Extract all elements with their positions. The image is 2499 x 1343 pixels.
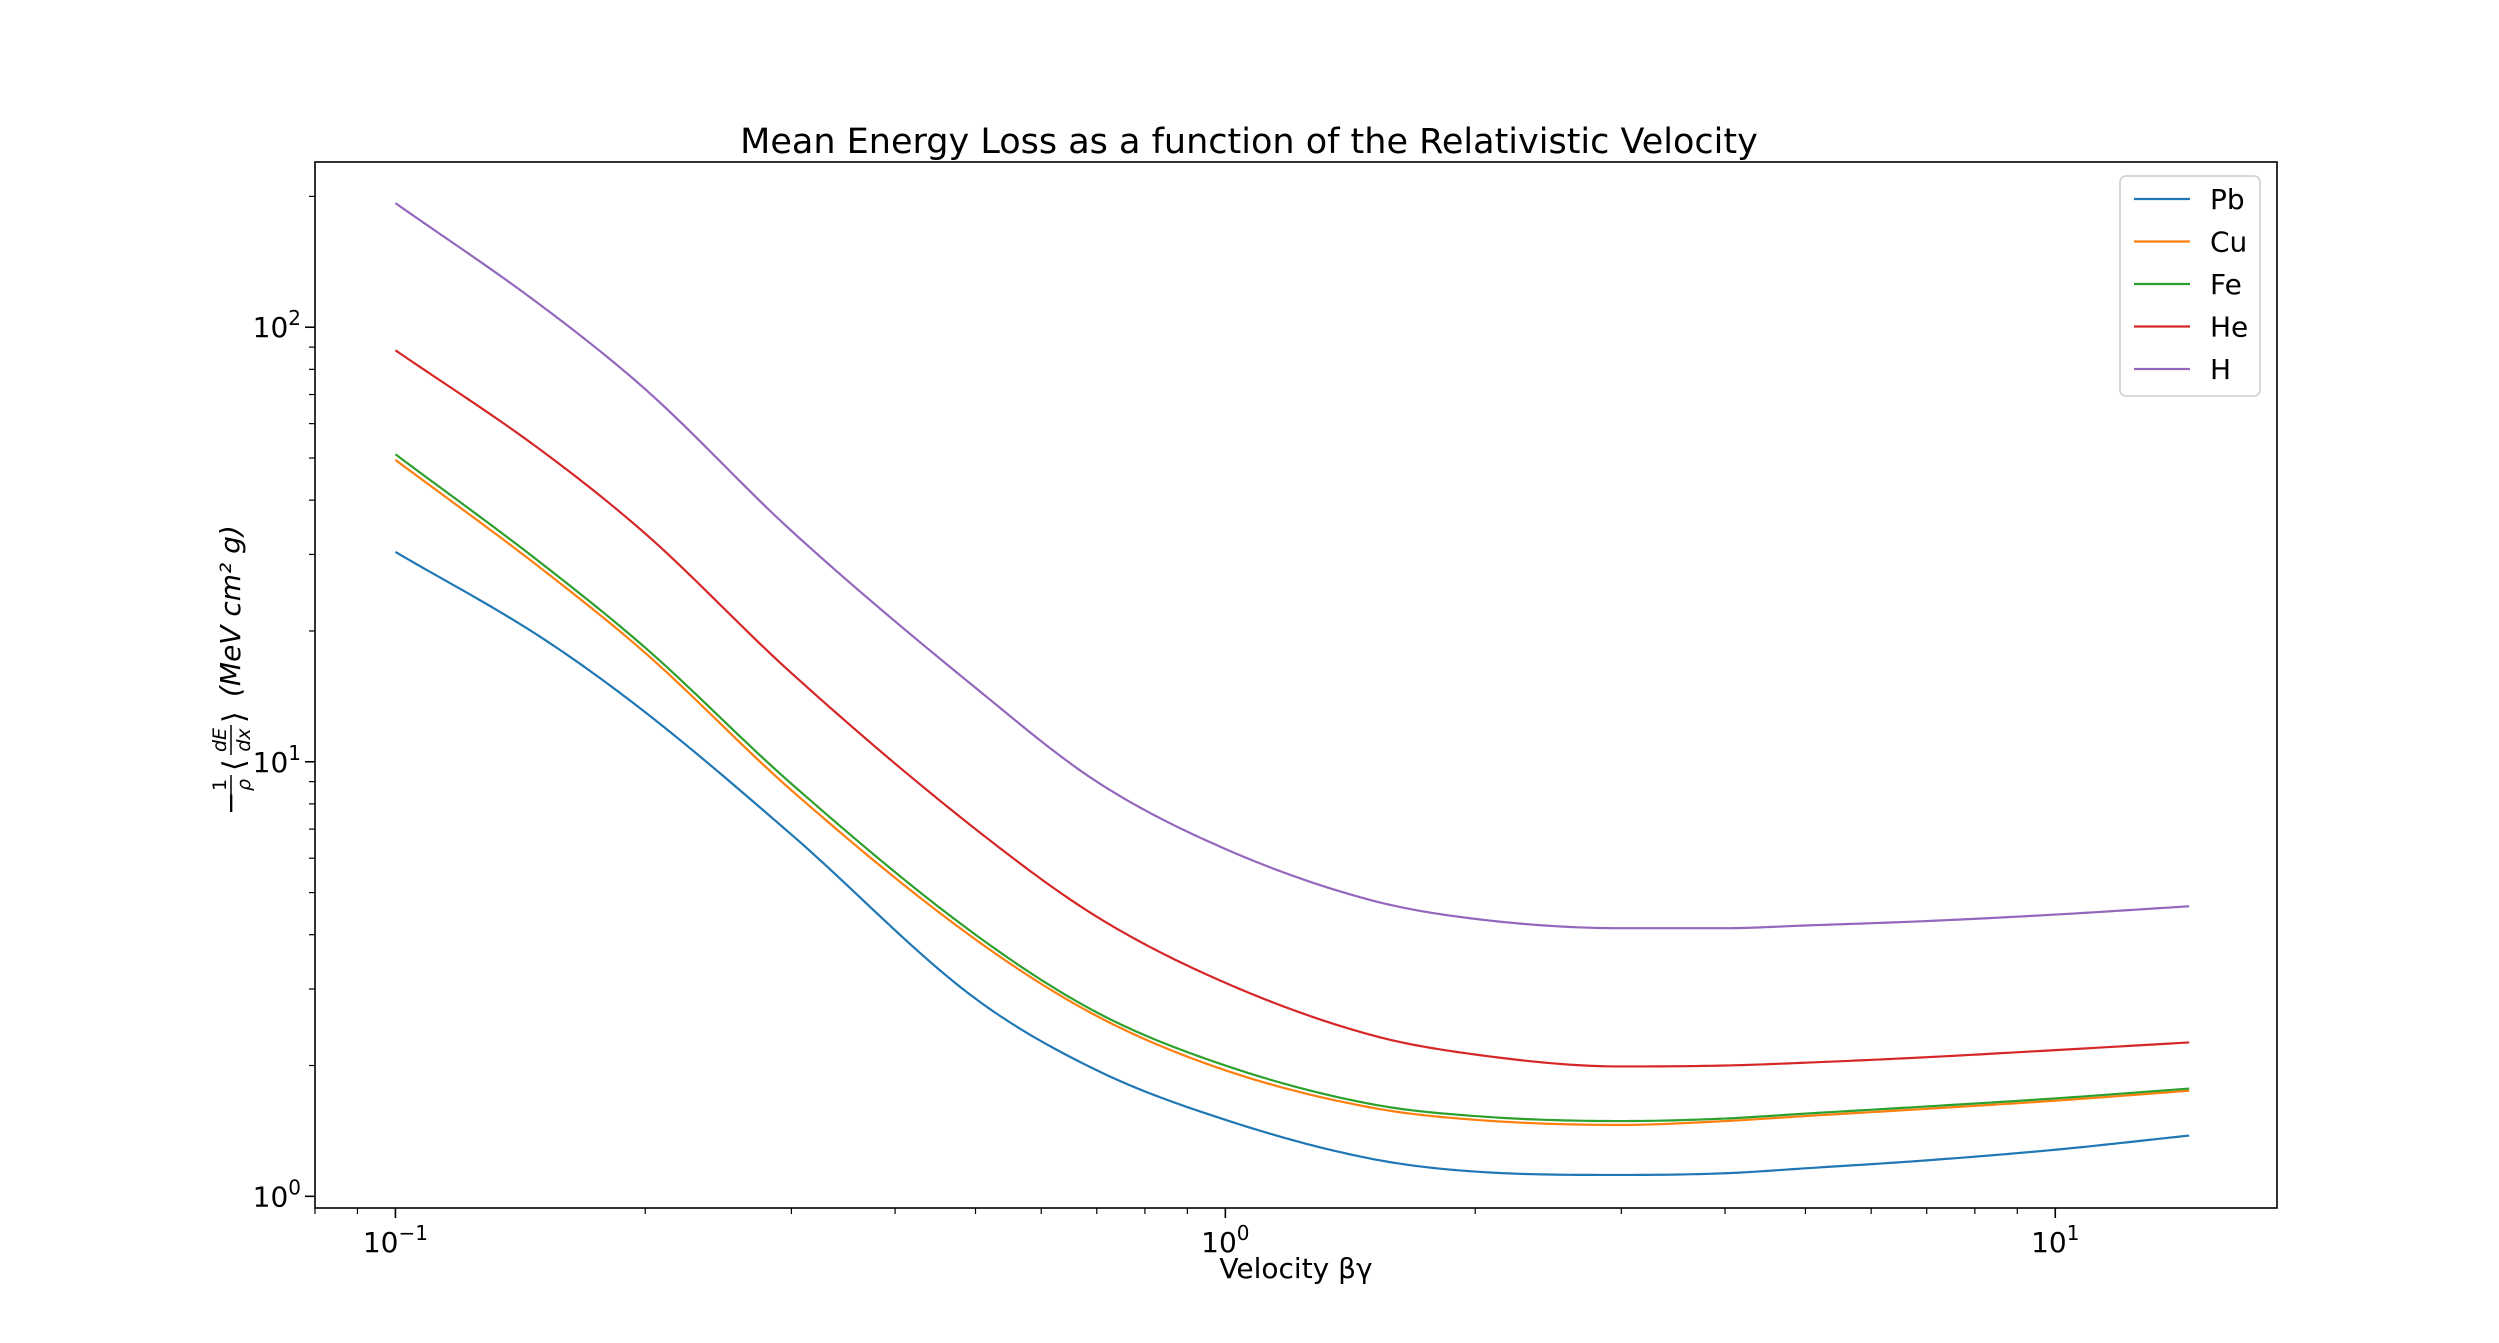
axes-frame xyxy=(314,161,2278,1209)
legend: Pb Cu Fe He H xyxy=(2119,175,2261,397)
y-label-d-num: dE xyxy=(209,728,231,752)
y-label-frac-den: ρ xyxy=(233,779,255,791)
series-line-pb xyxy=(394,550,2190,1177)
legend-label-h: H xyxy=(2210,353,2231,386)
legend-label-he: He xyxy=(2210,311,2248,344)
series-line-fe xyxy=(394,453,2190,1123)
y-label-unit: (MeV cm² g) xyxy=(214,525,247,697)
chart-title: Mean Energy Loss as a function of the Re… xyxy=(740,122,1758,162)
legend-items: Pb Cu Fe He H xyxy=(2134,183,2248,386)
legend-box xyxy=(2119,175,2261,397)
series-line-h xyxy=(394,202,2190,930)
y-label-open-bracket: ⟨ xyxy=(217,759,252,771)
y-axis-label: − 1 ρ ⟨ dE dx ⟩ (MeV cm² g) xyxy=(209,525,255,815)
y-label-prefix: − xyxy=(214,792,247,815)
legend-label-cu: Cu xyxy=(2210,226,2247,259)
x-tick-label: 10−1 xyxy=(363,1221,428,1259)
y-label-close-bracket: ⟩ xyxy=(217,711,252,723)
series-line-cu xyxy=(394,459,2190,1127)
axes-background xyxy=(315,162,2277,1208)
x-axis-label: Velocity βγ xyxy=(1219,1252,1372,1285)
legend-label-fe: Fe xyxy=(2210,268,2242,301)
series-layer xyxy=(394,202,2190,1177)
y-label-d-den: dx xyxy=(233,728,255,752)
legend-label-pb: Pb xyxy=(2210,183,2245,216)
series-line-he xyxy=(394,349,2190,1068)
y-label-frac-num: 1 xyxy=(209,779,231,791)
